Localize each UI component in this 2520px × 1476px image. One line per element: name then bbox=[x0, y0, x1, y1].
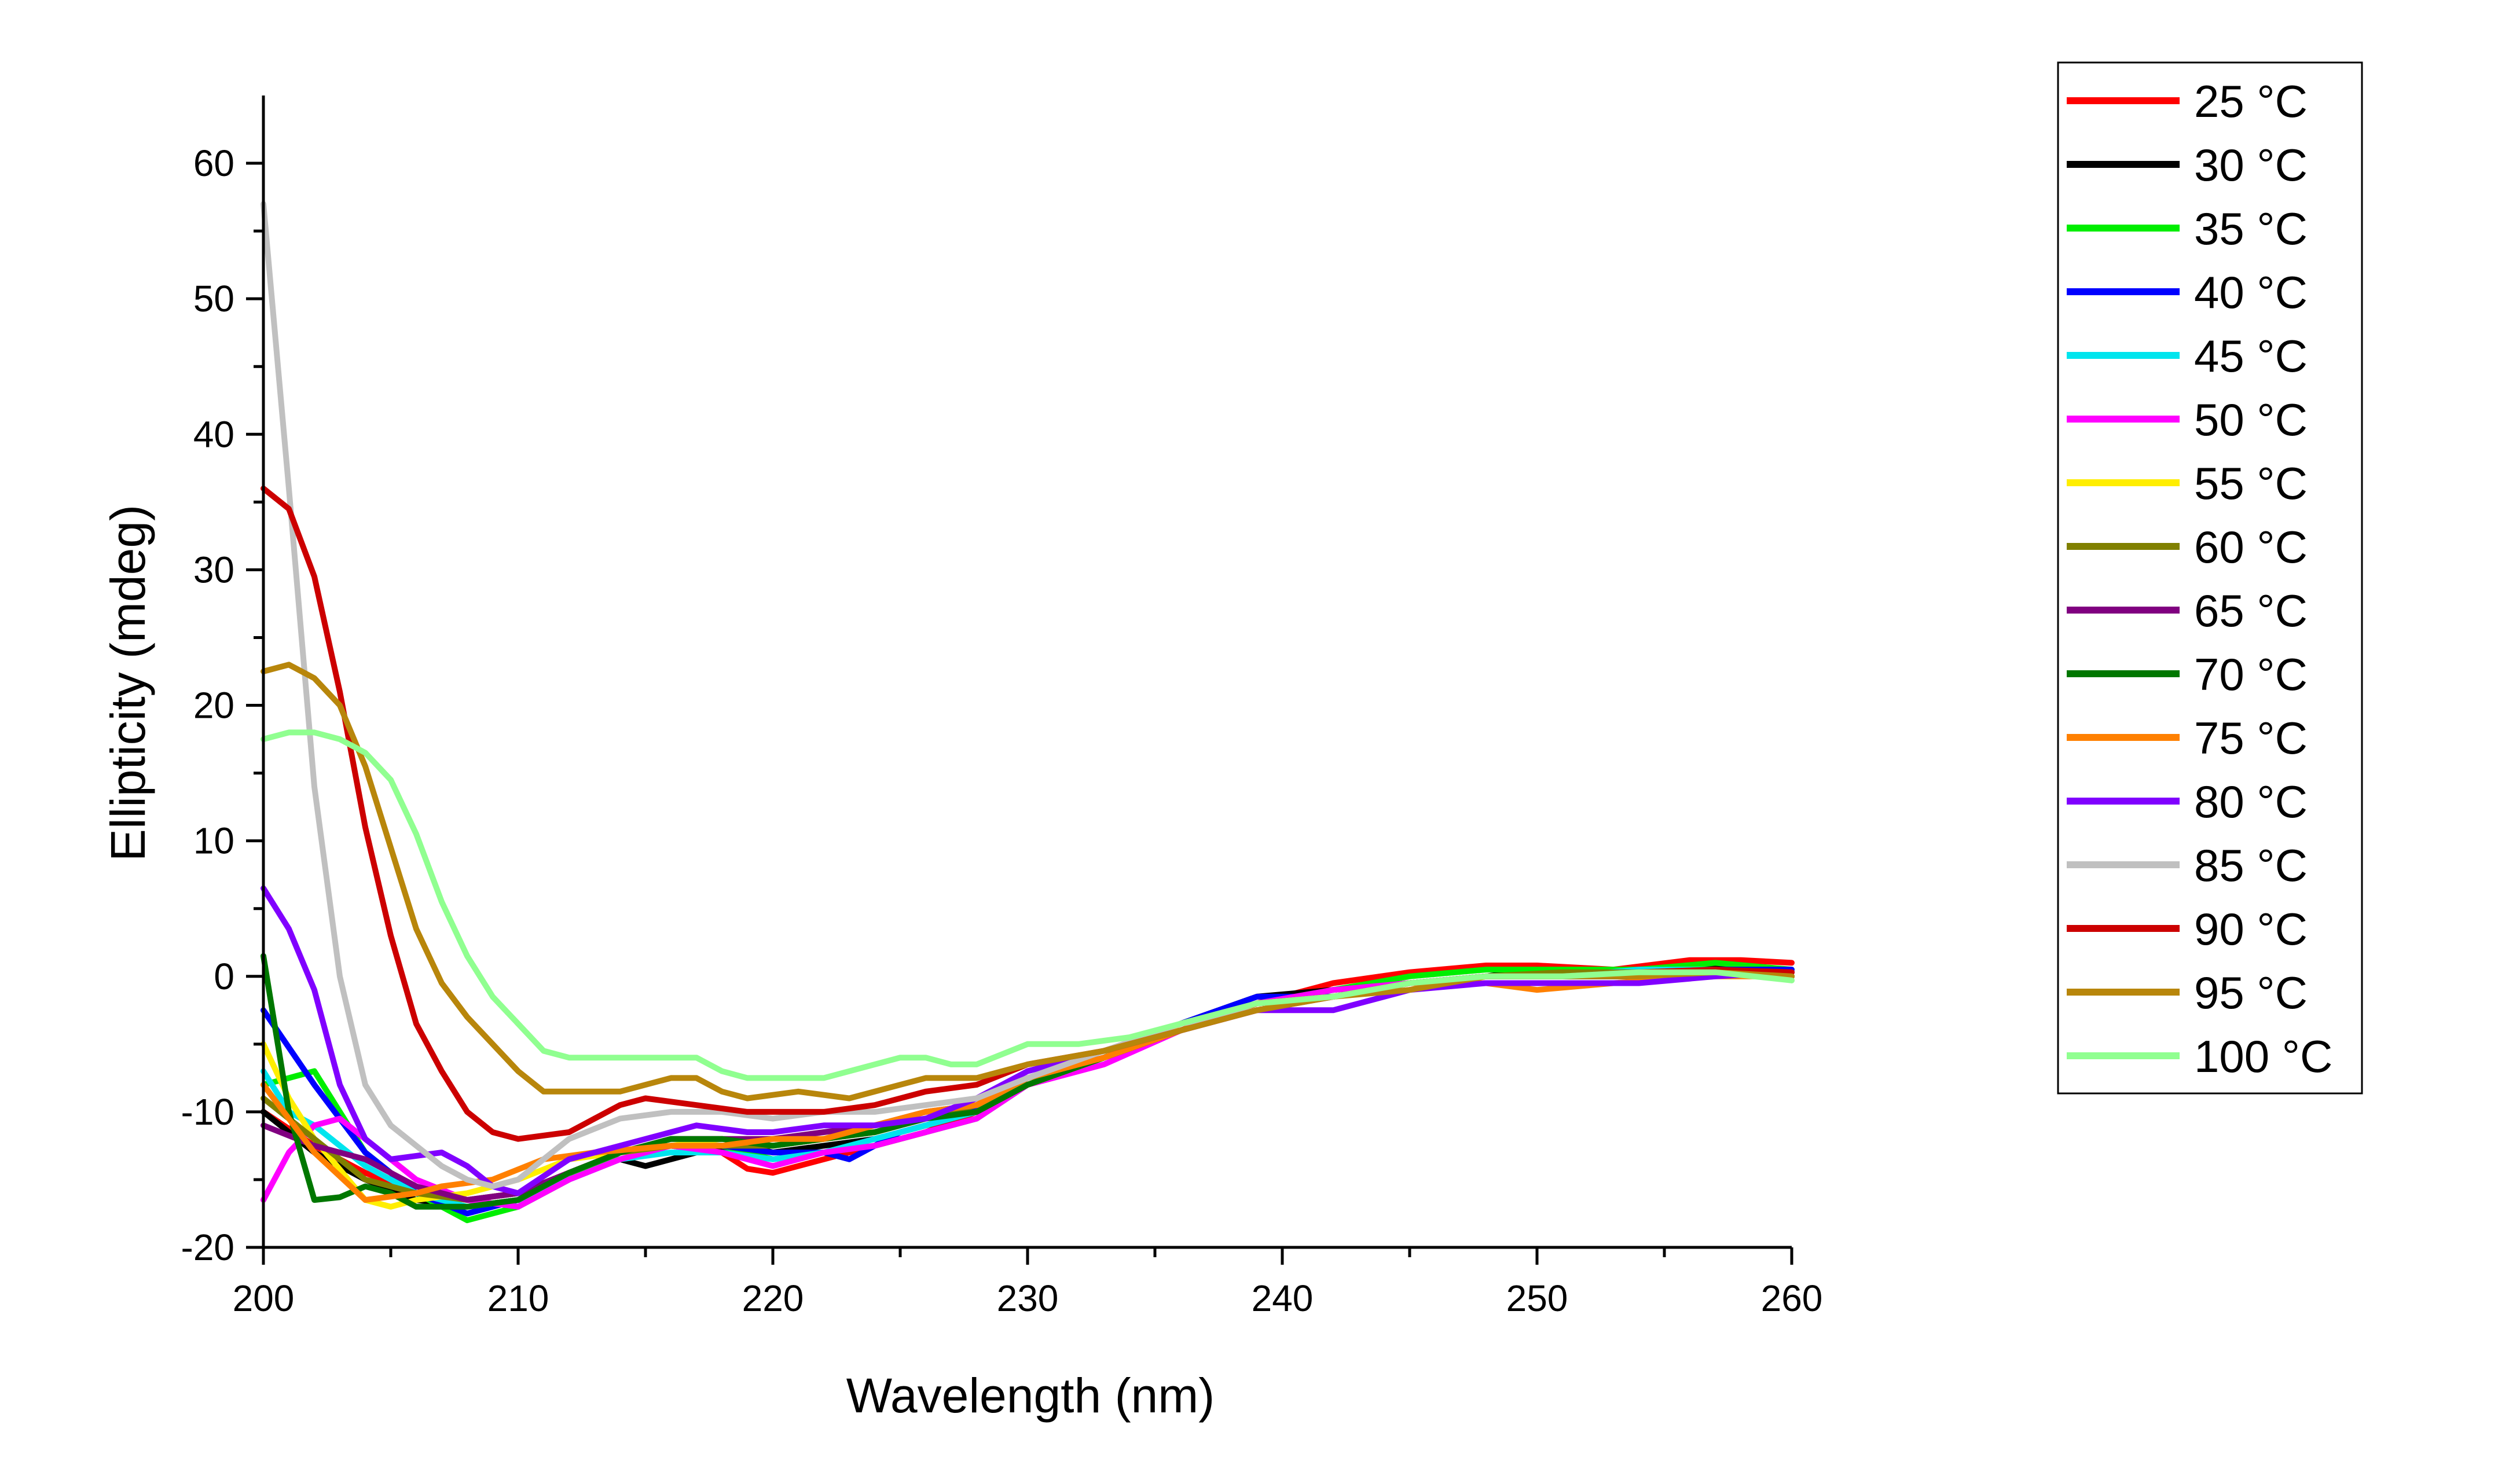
legend-label-10: 70 °C bbox=[2194, 649, 2308, 700]
y-tick-label--10: -10 bbox=[181, 1091, 235, 1133]
y-axis-title: Ellipticity (mdeg) bbox=[101, 505, 155, 861]
y-tick-label-60: 60 bbox=[193, 142, 234, 184]
y-tick-label-10: 10 bbox=[193, 820, 234, 862]
legend-label-4: 40 °C bbox=[2194, 267, 2308, 318]
legend-label-3: 35 °C bbox=[2194, 203, 2308, 254]
axes-layer: 200 210 220 230 240 250 260 -20 -10 0 10 20 30 40 50 60 bbox=[181, 96, 1823, 1319]
y-tick-label-30: 30 bbox=[193, 549, 234, 590]
series-layer bbox=[261, 201, 1795, 1224]
x-tick-label-200: 200 bbox=[233, 1277, 295, 1319]
y-tick-label-20: 20 bbox=[193, 685, 234, 726]
series-line-6 bbox=[261, 969, 1795, 1210]
series-line-13 bbox=[261, 201, 1795, 1189]
y-tick-label-50: 50 bbox=[193, 278, 234, 320]
legend-label-8: 60 °C bbox=[2194, 522, 2308, 572]
y-tick-label--20: -20 bbox=[181, 1227, 235, 1268]
x-tick-label-210: 210 bbox=[487, 1277, 549, 1319]
x-tick-label-240: 240 bbox=[1252, 1277, 1314, 1319]
x-tick-label-230: 230 bbox=[997, 1277, 1059, 1319]
legend-label-11: 75 °C bbox=[2194, 713, 2308, 763]
legend-label-14: 90 °C bbox=[2194, 904, 2308, 954]
legend-label-2: 30 °C bbox=[2194, 139, 2308, 190]
y-tick-label-40: 40 bbox=[193, 413, 234, 455]
legend-label-1: 25 °C bbox=[2194, 76, 2308, 127]
legend-label-5: 45 °C bbox=[2194, 331, 2308, 381]
legend-box bbox=[2057, 61, 2363, 1095]
series-line-16 bbox=[261, 729, 1795, 1081]
legend-label-13: 85 °C bbox=[2194, 840, 2308, 891]
legend-label-6: 50 °C bbox=[2194, 394, 2308, 445]
y-tick-label-0: 0 bbox=[214, 956, 234, 997]
x-axis-title: Wavelength (nm) bbox=[846, 1368, 1215, 1423]
legend: 25 °C 30 °C 35 °C 40 °C 45 °C 50 °C 55 °C 60 °C… bbox=[2057, 61, 2363, 1095]
legend-label-16: 100 °C bbox=[2194, 1031, 2332, 1082]
legend-label-9: 65 °C bbox=[2194, 585, 2308, 636]
legend-label-7: 55 °C bbox=[2194, 458, 2308, 509]
x-tick-label-250: 250 bbox=[1506, 1277, 1568, 1319]
x-tick-label-260: 260 bbox=[1761, 1277, 1823, 1319]
legend-label-15: 95 °C bbox=[2194, 967, 2308, 1018]
x-tick-label-220: 220 bbox=[742, 1277, 804, 1319]
legend-label-12: 80 °C bbox=[2194, 776, 2308, 827]
series-line-15 bbox=[261, 662, 1795, 1102]
